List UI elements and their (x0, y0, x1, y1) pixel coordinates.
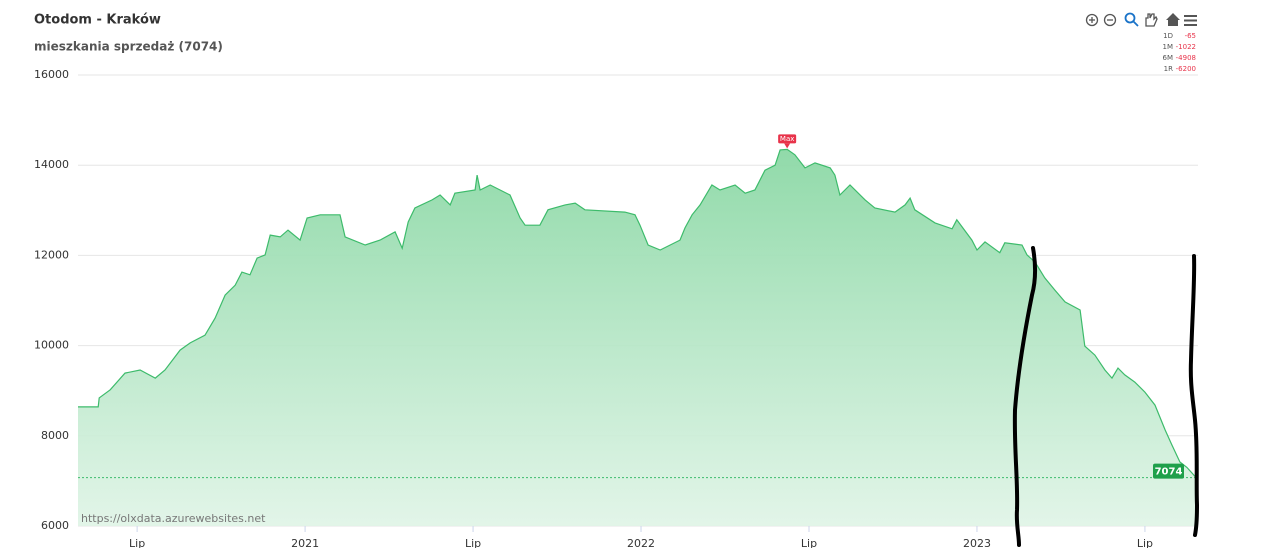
marker-stroke (1012, 246, 1038, 547)
y-tick-label: 10000 (34, 339, 69, 352)
max-pointer (784, 143, 791, 149)
credits: https://olxdata.azurewebsites.net (81, 512, 266, 525)
change-period: 1R (1164, 65, 1173, 73)
x-tick-label: Lip (465, 537, 481, 548)
last-value-badge (1153, 463, 1184, 479)
y-tick-label: 14000 (34, 158, 69, 171)
line (78, 148, 1197, 478)
x-tick-label: 2022 (627, 537, 655, 548)
plot-area: Max 7074 (78, 134, 1198, 526)
change-period: 1M (1163, 43, 1174, 51)
change-value: -1022 (1176, 43, 1196, 51)
change-value: -65 (1185, 32, 1196, 40)
y-tick-label: 8000 (41, 429, 69, 442)
x-tick-label: Lip (129, 537, 145, 548)
reset-button[interactable] (1166, 13, 1180, 26)
marker-stroke (1188, 254, 1200, 537)
chart-title: Otodom - Kraków (34, 13, 161, 28)
toolbar (1085, 12, 1197, 27)
change-value: -6200 (1176, 65, 1196, 73)
last-value-label: 7074 (1155, 466, 1183, 477)
change-period: 1D (1163, 32, 1173, 40)
zoom-select-button[interactable] (1124, 12, 1139, 27)
x-tick-label: 2021 (291, 537, 319, 548)
y-tick-label: 16000 (34, 68, 69, 81)
pan-button[interactable] (1145, 13, 1158, 27)
x-tick-label: 2023 (963, 537, 991, 548)
zoom-out-button[interactable] (1103, 13, 1117, 27)
chart-subtitle: mieszkania sprzedaż (7074) (34, 40, 223, 54)
zoom-in-button[interactable] (1085, 13, 1099, 27)
change-value: -4908 (1176, 54, 1196, 62)
y-tick-label: 12000 (34, 248, 69, 261)
x-tick-label: Lip (1137, 537, 1153, 548)
y-tick-label: 6000 (41, 519, 69, 532)
max-label: Max (780, 135, 794, 143)
area (78, 149, 1196, 526)
x-tick-label: Lip (801, 537, 817, 548)
max-badge (778, 134, 797, 144)
change-period: 6M (1163, 54, 1174, 62)
menu-button[interactable] (1184, 15, 1197, 26)
